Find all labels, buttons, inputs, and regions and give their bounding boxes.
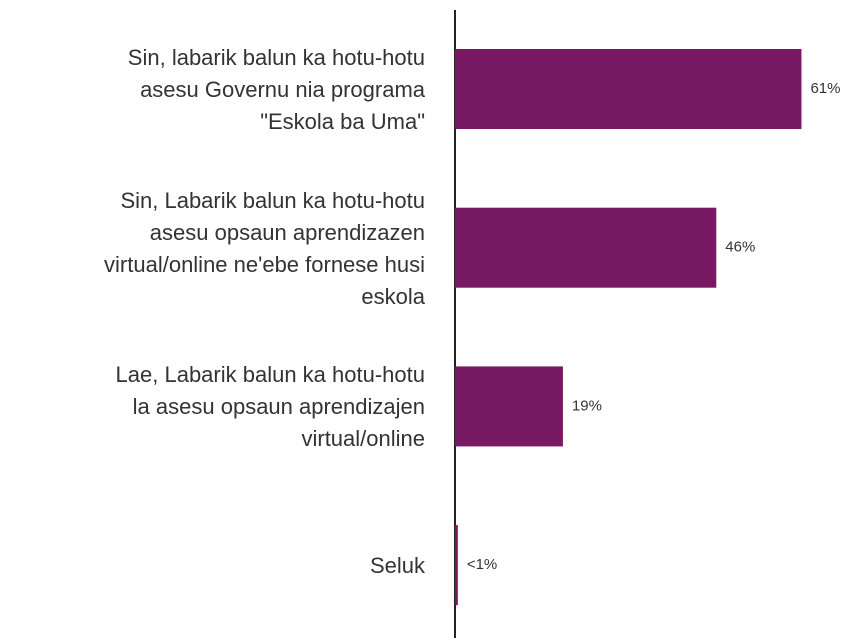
bar bbox=[455, 366, 563, 447]
value-label: <1% bbox=[467, 556, 497, 573]
category-label: Seluk bbox=[369, 553, 425, 579]
value-label: 61% bbox=[810, 80, 840, 97]
bar bbox=[455, 207, 717, 288]
value-label: 19% bbox=[572, 397, 602, 414]
bar bbox=[455, 525, 458, 606]
bar bbox=[455, 49, 802, 129]
value-label: 46% bbox=[725, 239, 755, 256]
category-label: Sin, labarik balun ka hotu-hotu asesu Go… bbox=[127, 45, 425, 134]
category-label: Sin, Labarik balun ka hotu-hotu asesu op… bbox=[104, 187, 425, 309]
category-label: Lae, Labarik balun ka hotu-hotu la asesu… bbox=[115, 362, 425, 452]
